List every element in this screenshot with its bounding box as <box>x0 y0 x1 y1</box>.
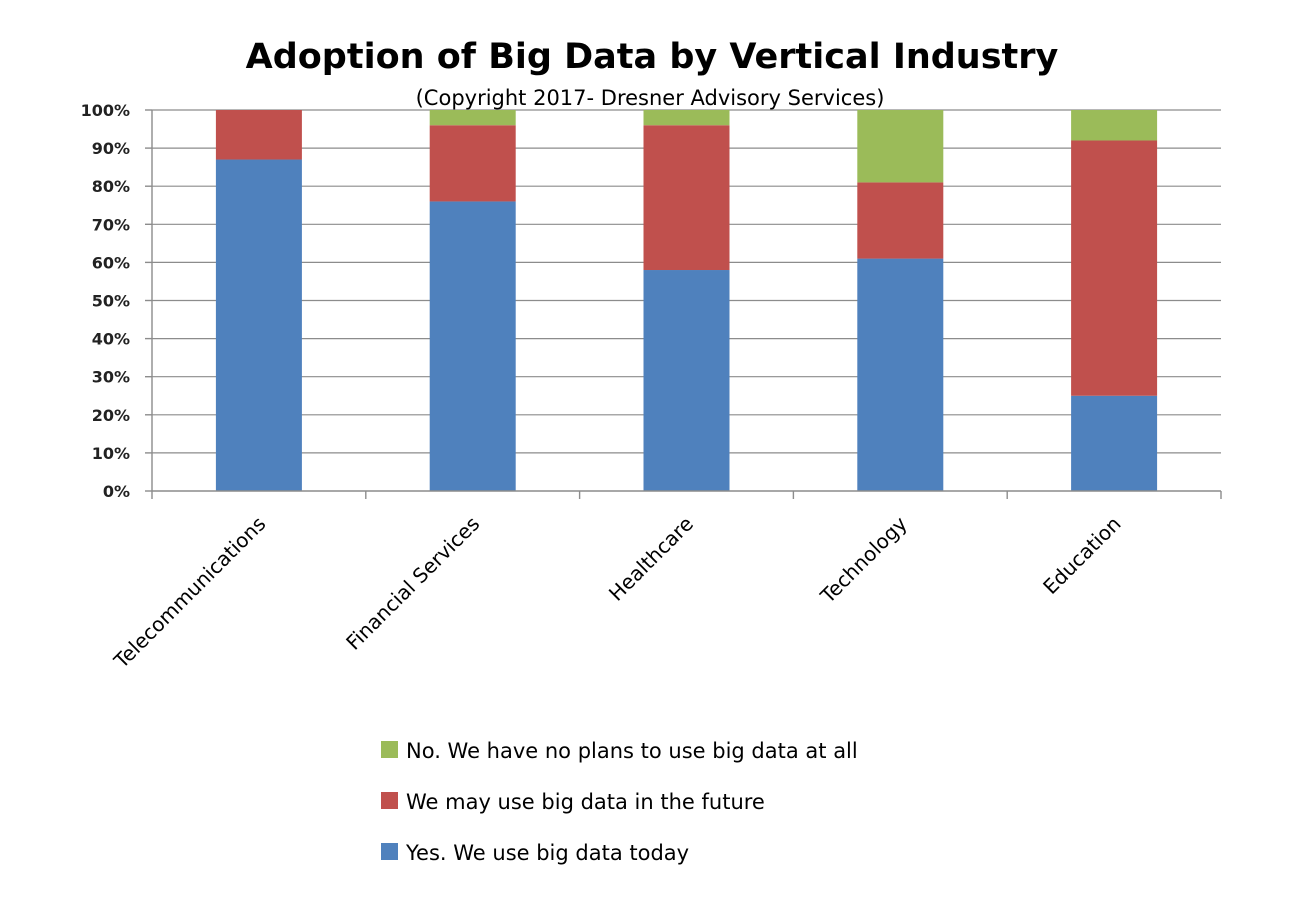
bar-segment <box>429 110 516 126</box>
y-tick-label: 90% <box>92 139 130 158</box>
bars <box>215 110 1158 491</box>
y-tick-label: 10% <box>92 444 130 463</box>
bar-segment <box>429 125 516 202</box>
bar-segment <box>643 270 730 491</box>
legend: No. We have no plans to use big data at … <box>381 739 858 865</box>
y-tick-label: 70% <box>92 215 130 234</box>
y-tick-label: 50% <box>92 292 130 311</box>
legend-swatch <box>381 741 398 758</box>
x-tick-label: Financial Services <box>341 512 484 655</box>
bar-segment <box>857 258 944 491</box>
bar-segment <box>643 125 730 271</box>
x-tick-label: Technology <box>815 511 912 608</box>
x-axis-ticks: Telecommunications Financial Services Heal… <box>108 511 1125 673</box>
y-tick-label: 100% <box>81 101 130 120</box>
legend-label: No. We have no plans to use big data at … <box>406 739 858 763</box>
bar-segment <box>857 110 944 183</box>
bar-segment <box>857 182 944 259</box>
x-tick-label: Healthcare <box>604 512 698 606</box>
bar-segment <box>429 201 516 491</box>
y-tick-label: 30% <box>92 368 130 387</box>
bar-segment <box>1071 395 1158 491</box>
bar-segment <box>1071 110 1158 141</box>
legend-swatch <box>381 843 398 860</box>
y-tick-label: 0% <box>103 482 130 501</box>
x-tick-label: Education <box>1038 512 1125 599</box>
legend-label: We may use big data in the future <box>406 790 765 814</box>
chart-subtitle: (Copyright 2017- Dresner Advisory Servic… <box>416 86 885 110</box>
chart-title: Adoption of Big Data by Vertical Industr… <box>246 37 1059 77</box>
y-tick-label: 80% <box>92 177 130 196</box>
y-tick-label: 60% <box>92 253 130 272</box>
y-tick-label: 40% <box>92 330 130 349</box>
bar-segment <box>643 110 730 126</box>
legend-swatch <box>381 792 398 809</box>
bar-segment <box>1071 140 1158 396</box>
bar-segment <box>215 110 302 160</box>
legend-label: Yes. We use big data today <box>405 841 689 865</box>
y-tick-label: 20% <box>92 406 130 425</box>
y-axis-ticks: 0% 10% 20% 30% 40% 50% 60% 70% 80% 90% 100% <box>81 101 152 501</box>
bar-segment <box>215 159 302 491</box>
x-tick-label: Telecommunications <box>108 512 270 674</box>
